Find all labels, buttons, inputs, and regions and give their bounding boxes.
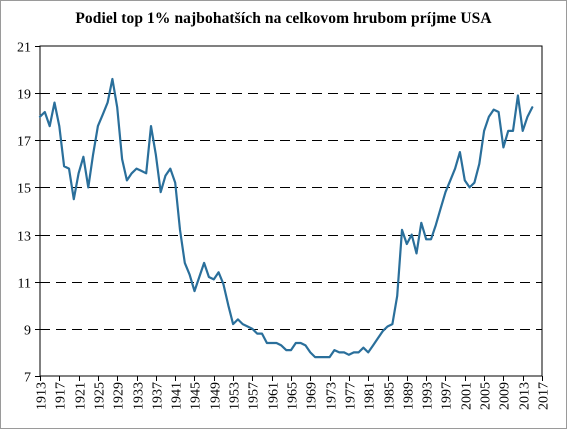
x-tick-label: 1945 (189, 382, 204, 410)
x-tick-label: 1997 (440, 382, 455, 410)
x-tick-label: 2001 (460, 382, 475, 410)
x-tick-label: 1965 (286, 382, 301, 410)
y-tick-label: 15 (17, 182, 31, 197)
y-tick-label: 9 (24, 324, 31, 339)
series-line (38, 77, 534, 359)
x-tick-label: 2013 (518, 382, 533, 410)
x-tick-labels: 1913 1917 1921 1925 1929 1933 1937 1941 1945 1949… (35, 382, 552, 410)
chart-title: Podiel top 1% najbohatších na celkovom h… (75, 10, 492, 27)
y-tick-labels: 7 9 11 13 15 17 19 21 (17, 41, 31, 386)
x-tick-label: 1917 (54, 382, 69, 410)
x-tick-label: 1973 (325, 382, 340, 410)
gridlines (40, 93, 542, 330)
x-tick-label: 1953 (228, 382, 243, 410)
x-tick-label: 2017 (537, 382, 552, 410)
x-tick-label: 1977 (344, 382, 359, 410)
x-tick-label: 1985 (383, 382, 398, 410)
x-tick-label: 1921 (74, 382, 89, 410)
x-tick-label: 1933 (132, 382, 147, 410)
x-tick-label: 1969 (305, 382, 320, 410)
x-tick-label: 1925 (93, 382, 108, 410)
x-tick-label: 1941 (170, 382, 185, 410)
x-tick-label: 1993 (421, 382, 436, 410)
y-tick-label: 21 (17, 41, 31, 56)
x-tick-label: 2005 (479, 382, 494, 410)
y-tick-label: 7 (24, 371, 31, 386)
y-tick-label: 17 (17, 135, 31, 150)
y-tick-label: 11 (18, 277, 31, 292)
x-tick-label: 1937 (151, 382, 166, 410)
axes (35, 45, 543, 381)
y-tick-label: 19 (17, 88, 31, 103)
x-tick-label: 1913 (35, 382, 50, 410)
x-tick-label: 1989 (402, 382, 417, 410)
x-tick-label: 1961 (267, 382, 282, 410)
x-tick-label: 1949 (209, 382, 224, 410)
x-tick-label: 1981 (363, 382, 378, 410)
x-tick-label: 1929 (112, 382, 127, 410)
y-tick-label: 13 (17, 230, 31, 245)
x-tick-label: 1957 (247, 382, 262, 410)
x-tick-label: 2009 (498, 382, 513, 410)
series (38, 77, 534, 359)
